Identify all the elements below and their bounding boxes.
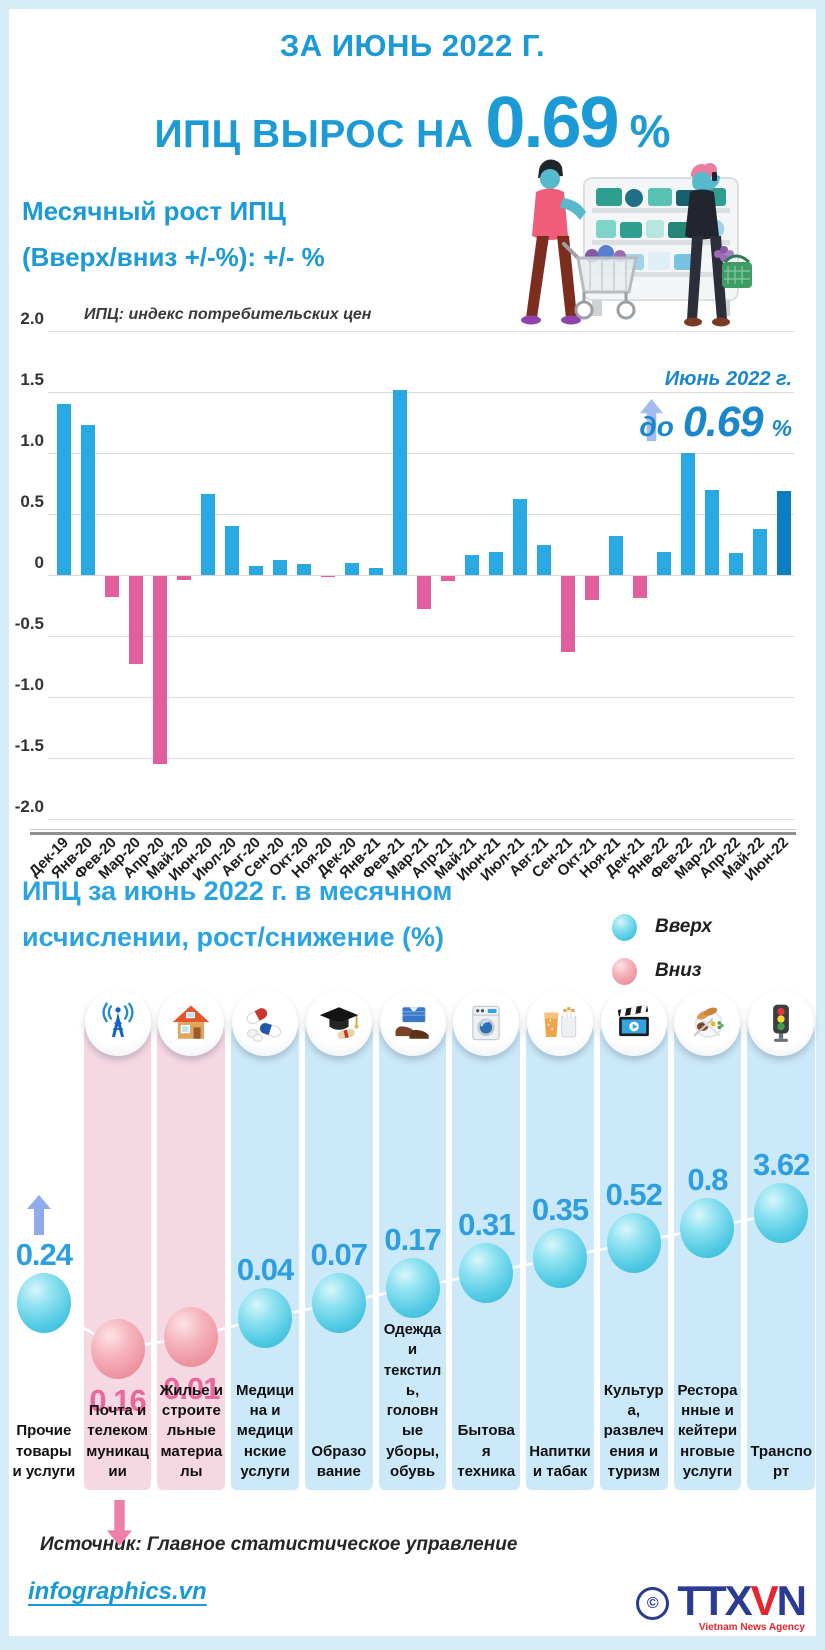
- category-column: 0.35 Напитки и табак: [526, 990, 594, 1490]
- category-value: 0.17: [384, 1222, 441, 1257]
- category-value: 0.04: [236, 1252, 294, 1287]
- agency-subtitle: Vietnam News Agency: [698, 1622, 805, 1633]
- agency-name-block: TTXVN Vietnam News Agency: [677, 1577, 807, 1634]
- category-column: 0.07 Образование: [304, 990, 373, 1490]
- annotation-value: до 0.69 %: [639, 398, 792, 447]
- chart-legend: Вверх Вниз: [612, 912, 712, 1000]
- up-ball: [533, 1228, 587, 1288]
- category-label: Бытовая техника: [457, 1422, 516, 1480]
- legend-down-label: Вниз: [655, 960, 702, 981]
- category-column: 0.04 Медицина и медицинские услуги: [231, 990, 299, 1490]
- agency-name: TTXVN: [677, 1577, 807, 1624]
- annotation-percent-sign: %: [771, 415, 792, 441]
- chart-subtitle: Месячный рост ИПЦ (Вверх/вниз +/-%): +/-…: [22, 188, 325, 281]
- category-label: Ресторанные и кейтеринговые услуги: [677, 1381, 738, 1480]
- down-arrow-icon: [106, 1500, 133, 1546]
- house-icon: [158, 990, 225, 1056]
- up-ball: [606, 1213, 661, 1273]
- chart-subtitle-line1: Месячный рост ИПЦ: [22, 196, 286, 226]
- category-column: 0.52 Культура, развлечения и туризм: [599, 990, 668, 1490]
- annotation-number: 0.69: [682, 398, 764, 446]
- up-ball: [459, 1243, 514, 1303]
- up-arrow-icon: [640, 398, 663, 442]
- headline-value: 0.69: [485, 83, 619, 163]
- category-value: 0.16: [89, 1383, 146, 1418]
- washing-machine-icon: [453, 990, 520, 1056]
- category-label: Культура, развлечения и туризм: [603, 1381, 664, 1480]
- category-label: Транспорт: [750, 1442, 813, 1480]
- up-ball: [754, 1183, 809, 1243]
- headline-percent-sign: %: [629, 105, 671, 157]
- category-label: Почта и телекоммуникации: [86, 1402, 149, 1480]
- traffic-light-icon: [748, 990, 815, 1056]
- category-value: 0.31: [458, 1207, 515, 1242]
- pills-icon: [232, 990, 299, 1056]
- chart-subtitle-line2: (Вверх/вниз +/-%): +/- %: [22, 242, 325, 273]
- category-pill: [747, 1002, 816, 1490]
- headline-text: ИПЦ ВЫРОС НА: [154, 113, 474, 156]
- category-value: 0.07: [310, 1237, 368, 1272]
- up-ball: [311, 1273, 366, 1333]
- category-column: 0.31 Бытовая техника: [452, 990, 521, 1490]
- category-label: Жилье и строительные материалы: [159, 1381, 223, 1480]
- category-value: 0.35: [531, 1192, 589, 1227]
- category-value: 0.01: [163, 1371, 220, 1406]
- website-link[interactable]: infographics.vn: [28, 1578, 207, 1605]
- category-value: 0.52: [605, 1177, 663, 1212]
- legend-up-ball: [612, 913, 637, 941]
- legend-up-label: Вверх: [655, 916, 712, 937]
- category-column: 0.24 Прочие товары и услуги: [10, 990, 78, 1490]
- legend-down-ball: [612, 957, 637, 985]
- section2-title-line2: исчислении, рост/снижение (%): [22, 921, 445, 952]
- category-label: Напитки и табак: [529, 1442, 591, 1480]
- category-label: Медицина и медицинские услуги: [236, 1381, 295, 1480]
- annotation-date: Июнь 2022 г.: [664, 368, 792, 390]
- section2-title: ИПЦ за июнь 2022 г. в месячном исчислени…: [22, 869, 452, 961]
- clapperboard-icon: [600, 990, 667, 1056]
- up-arrow-icon: [26, 1195, 52, 1240]
- agency-logo: © TTXVN Vietnam News Agency: [636, 1577, 807, 1634]
- category-column: 3.62 Транспорт: [747, 990, 816, 1490]
- clothing-icon: [379, 990, 446, 1056]
- annotation-prefix: до: [639, 411, 674, 442]
- up-ball: [385, 1258, 440, 1318]
- drink-tobacco-icon: [527, 990, 593, 1056]
- source-note: Источник: Главное статистическое управле…: [40, 1534, 518, 1555]
- up-ball: [16, 1273, 71, 1333]
- shopping-illustration: [521, 159, 752, 327]
- category-value: 3.62: [753, 1147, 810, 1182]
- category-label: Одежда и текстиль, головные уборы, обувь: [383, 1321, 442, 1480]
- down-ball: [164, 1307, 219, 1367]
- category-column: 0.16 Почта и телекоммуникации: [83, 990, 152, 1490]
- category-column: 0.01 Жилье и строительные материалы: [157, 990, 226, 1490]
- category-value: 0.24: [15, 1237, 73, 1272]
- legend-row-down: Вниз: [612, 956, 712, 986]
- legend-row-up: Вверх: [612, 912, 712, 942]
- graduation-cap-icon: [305, 990, 372, 1056]
- category-label: Прочие товары и услуги: [12, 1422, 76, 1480]
- restaurant-plate-icon: [674, 990, 741, 1056]
- up-ball: [238, 1288, 293, 1348]
- period-title: ЗА ИЮНЬ 2022 Г.: [279, 28, 546, 63]
- section2-title-line1: ИПЦ за июнь 2022 г. в месячном: [22, 876, 453, 906]
- category-column: 0.17 Одежда и текстиль, головные уборы, о…: [378, 990, 447, 1490]
- broadcast-tower-icon: [84, 990, 151, 1056]
- category-column: 0.8 Ресторанные и кейтеринговые услуги: [673, 990, 742, 1490]
- category-label: Образование: [311, 1442, 367, 1480]
- category-value: 0.8: [687, 1162, 728, 1197]
- headline: ИПЦ ВЫРОС НА 0.69 %: [0, 82, 825, 164]
- category-columns: 0.24 Прочие товары и услуги 0.16 Почта и те…: [10, 990, 816, 1490]
- chart-note: ИПЦ: индекс потребительских цен: [84, 306, 372, 323]
- copyright-icon: ©: [636, 1587, 670, 1620]
- down-ball: [90, 1319, 145, 1379]
